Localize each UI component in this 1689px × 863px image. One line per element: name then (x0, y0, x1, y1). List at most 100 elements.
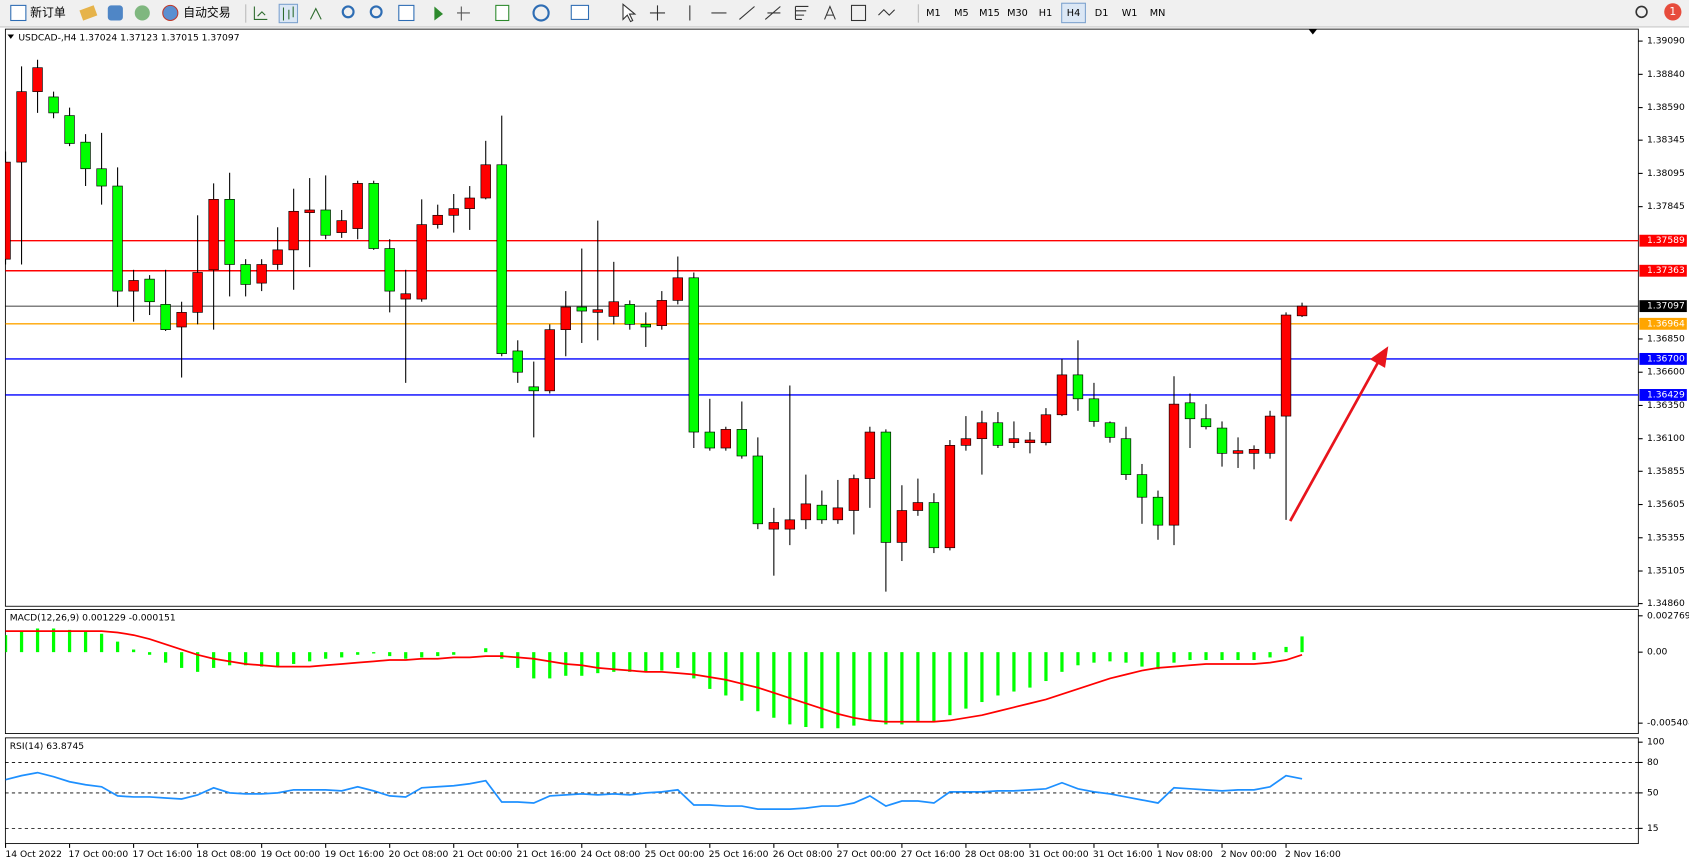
x-tick-label: 25 Oct 16:00 (709, 849, 769, 860)
rsi-line (5, 771, 1303, 810)
notification-badge[interactable]: 1 (1664, 3, 1682, 21)
cursor-icon[interactable] (622, 3, 637, 23)
x-tick-label: 19 Oct 16:00 (325, 849, 385, 860)
title-marker (7, 34, 15, 39)
timeframe-button[interactable]: MN (1150, 8, 1166, 19)
auto-trading-button[interactable]: 自动交易 (162, 4, 231, 22)
toolbar-icon[interactable] (134, 5, 150, 21)
candle-body (464, 197, 475, 209)
toolbar-icon[interactable] (434, 6, 443, 21)
timeframe-active (1061, 2, 1086, 24)
toolbar-icon[interactable] (79, 5, 98, 21)
price-label: 1.37097 (1647, 301, 1685, 312)
candle-body (304, 209, 315, 213)
y-tick-label: 50 (1647, 787, 1659, 798)
y-tick-label: 100 (1647, 737, 1665, 748)
x-tick-label: 27 Oct 00:00 (837, 849, 897, 860)
timeframe-button[interactable]: M1 (926, 8, 941, 19)
timeframe-button[interactable]: M30 (1007, 8, 1028, 19)
candle-body (736, 429, 748, 457)
price-label-box (1639, 300, 1687, 313)
x-tick-label: 17 Oct 16:00 (133, 849, 193, 860)
new-order-icon (10, 4, 27, 22)
trendline-icon[interactable] (739, 6, 755, 20)
timeframe-button[interactable]: H1 (1039, 8, 1052, 19)
channel-icon[interactable] (764, 6, 781, 20)
x-tick-label: 2 Nov 00:00 (1221, 849, 1277, 860)
x-tick-label: 31 Oct 16:00 (1093, 849, 1153, 860)
candle-body (784, 519, 796, 530)
candle-body (800, 503, 812, 521)
candle-body (240, 264, 251, 285)
candle-body (208, 199, 219, 271)
fibo-icon[interactable] (794, 5, 809, 20)
timeframe-button[interactable]: H4 (1067, 8, 1080, 19)
candle-body (256, 264, 267, 284)
candle-body (272, 249, 283, 265)
toolbar-icon[interactable] (107, 5, 123, 21)
y-tick-label: 1.38840 (1647, 69, 1685, 80)
candle-body (624, 304, 635, 325)
candle-body (528, 386, 539, 392)
y-tick-label: 1.38590 (1647, 102, 1685, 113)
y-tick-label: 1.36100 (1647, 433, 1685, 444)
toolbar-icon (282, 6, 294, 21)
candle-body (288, 210, 299, 251)
candle-body (320, 209, 331, 236)
text-icon[interactable] (824, 5, 836, 20)
candle-body (512, 350, 523, 373)
timeframe-button[interactable]: M5 (954, 8, 969, 19)
annotation-arrowhead (1369, 346, 1389, 368)
periods-icon[interactable] (532, 4, 550, 22)
candle-body (848, 478, 860, 511)
arrows-icon[interactable] (878, 8, 896, 16)
timeframe-bar: M1 M5 M15 M30 H1 H4 D1 W1 MN (926, 2, 1166, 24)
price-label: 1.36700 (1647, 353, 1685, 364)
candle-body (416, 224, 427, 300)
x-tick-label: 28 Oct 08:00 (965, 849, 1025, 860)
x-tick-label: 24 Oct 08:00 (581, 849, 641, 860)
y-tick-label: 1.36350 (1647, 400, 1685, 411)
timeframe-button[interactable]: D1 (1095, 8, 1109, 19)
tile-icon[interactable] (398, 4, 415, 22)
templates-icon[interactable] (570, 4, 590, 20)
y-tick-label: 1.36850 (1647, 333, 1685, 344)
chart-window (0, 28, 1689, 863)
label-icon[interactable] (850, 4, 867, 22)
candle-body (1200, 418, 1212, 428)
zoom-in-icon[interactable] (341, 5, 355, 19)
search-icon[interactable] (1635, 5, 1648, 19)
timeframe-button[interactable]: M15 (979, 8, 1000, 19)
price-label: 1.36429 (1647, 389, 1685, 400)
candle-body (48, 96, 59, 114)
signal-line (5, 630, 1303, 723)
y-tick-label: 1.36600 (1647, 367, 1685, 378)
notification-count: 1 (1669, 5, 1676, 18)
toolbar-icon[interactable] (309, 7, 322, 20)
candle-body (992, 422, 1004, 446)
candle-body (1184, 402, 1196, 420)
candle-body (368, 183, 379, 249)
candle-body (816, 504, 828, 521)
crosshair-icon[interactable] (649, 5, 666, 21)
toolbar-icon[interactable] (253, 6, 268, 20)
panel-title: USDCAD-,H4 1.37024 1.37123 1.37015 1.370… (18, 32, 239, 43)
new-order-button[interactable]: 新订单 (10, 4, 66, 22)
indicators-icon[interactable] (495, 4, 510, 22)
toolbar-icon[interactable] (457, 6, 470, 21)
candle-body (1216, 427, 1228, 454)
candle-body (1072, 374, 1084, 400)
auto-trading-icon (162, 4, 179, 22)
candle-body (80, 141, 91, 170)
candle-body (608, 301, 619, 317)
x-tick-label: 14 Oct 2022 (5, 849, 62, 860)
candle-body (16, 91, 27, 163)
candle-body (592, 309, 603, 313)
y-tick-label: 1.38095 (1647, 168, 1685, 179)
candle-body (720, 429, 732, 449)
zoom-out-icon[interactable] (369, 5, 383, 19)
candle-body (1136, 474, 1148, 498)
timeframe-button[interactable]: W1 (1122, 8, 1138, 19)
main-panel (4, 28, 1639, 607)
